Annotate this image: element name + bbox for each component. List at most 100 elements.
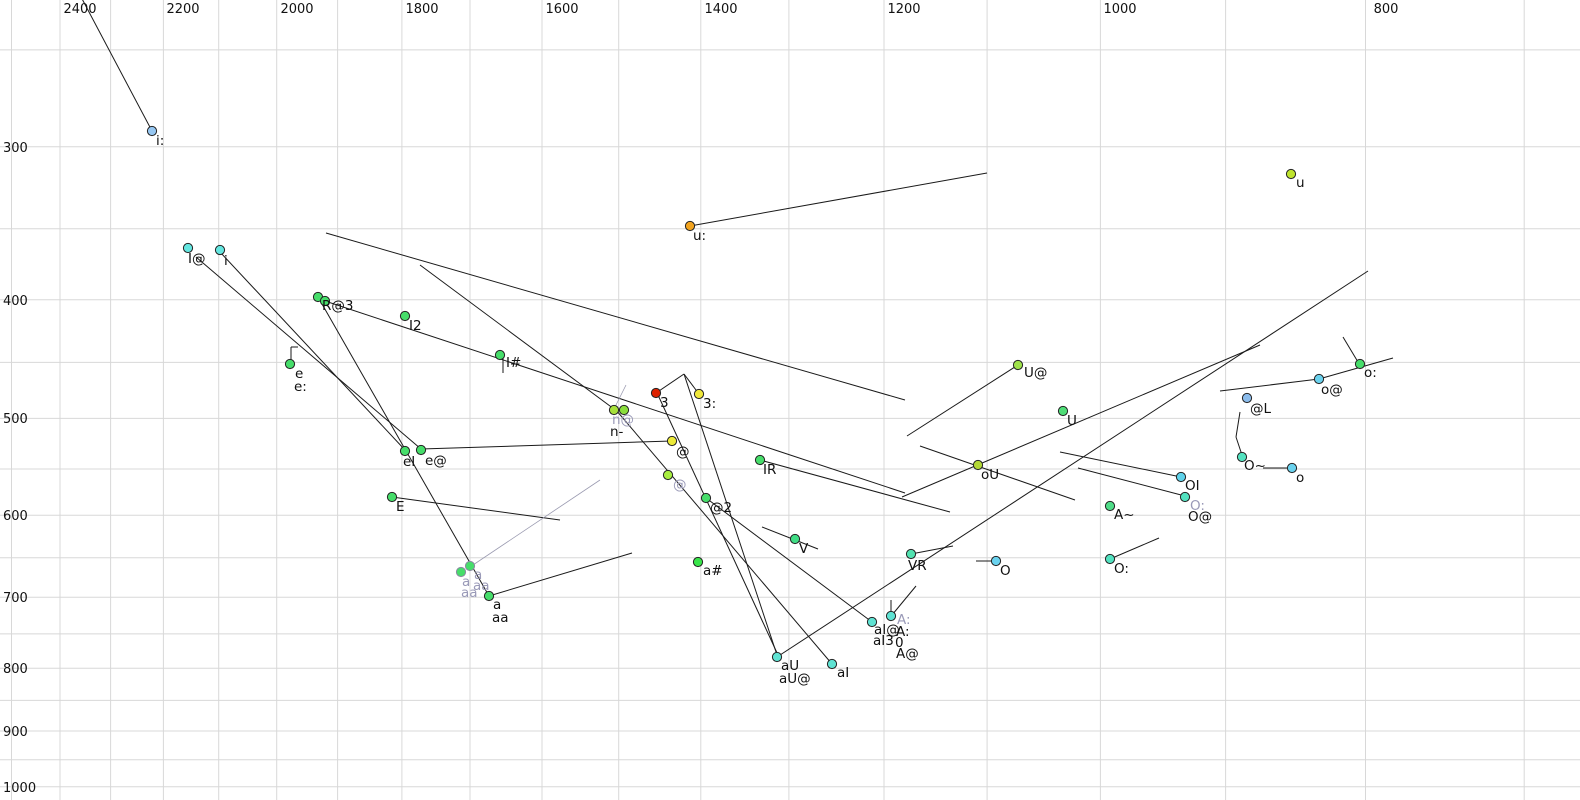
trajectory-line <box>689 172 988 227</box>
x-axis-tick-label: 1400 <box>704 2 737 17</box>
vowel-point-o <box>1286 462 1298 474</box>
vowel-point-E <box>386 491 398 503</box>
trajectory-line <box>324 300 906 494</box>
vowel-point-u: <box>684 220 696 232</box>
trajectory-line <box>82 0 153 132</box>
vowel-label-O: O <box>1000 563 1011 579</box>
trajectory-lines-layer <box>82 0 1394 665</box>
trajectory-line <box>1318 357 1394 380</box>
vowel-point-a <box>483 590 495 602</box>
vowel-label-n@: n- <box>610 424 624 440</box>
trajectory-line <box>910 545 954 555</box>
vowel-point-I2 <box>399 310 411 322</box>
vowel-label-a-faded1: aa <box>461 585 478 601</box>
x-axis-tick-label: 1000 <box>1103 2 1136 17</box>
vowel-point-I@ <box>182 242 194 254</box>
vowel-label-a: aa <box>492 610 509 626</box>
vowel-point-n@ <box>608 404 620 416</box>
x-axis-tick-label: 2400 <box>63 2 96 17</box>
y-axis-tick-label: 500 <box>3 412 28 427</box>
vowel-point-a-faded1 <box>455 566 467 578</box>
vowel-point-eI <box>399 445 411 457</box>
vowel-label-a#: a# <box>703 563 723 579</box>
trajectory-line <box>195 256 422 450</box>
trajectory-line <box>488 552 633 597</box>
vowel-label-IR: IR <box>763 462 776 478</box>
vowel-label-@L: @L <box>1250 401 1272 417</box>
x-axis-tick-label: 1600 <box>545 2 578 17</box>
axis-labels-layer: 2400 2200 2000 1800 1600 1400 1200 1000 800 300 40… <box>3 2 1398 796</box>
trajectory-line <box>1077 467 1186 497</box>
vowel-point-V <box>789 533 801 545</box>
vowel-label-A~: A~ <box>1114 507 1135 523</box>
vowel-label-eI: eI <box>403 454 415 470</box>
vowel-label-e@: e@ <box>425 453 447 469</box>
y-axis-tick-label: 700 <box>3 591 28 606</box>
trajectory-line <box>325 232 906 401</box>
vowel-point-o@ <box>1313 373 1325 385</box>
vowel-label-A:: 0 <box>895 635 904 651</box>
vowel-point-aI@ <box>866 616 878 628</box>
vowel-point-A: <box>885 610 897 622</box>
vowel-label-aI@: aI3 <box>873 633 894 649</box>
vowel-label-O:: O: <box>1114 561 1129 577</box>
trajectory-line <box>776 270 1369 658</box>
vowel-label-U: U <box>1067 413 1077 429</box>
vowel-label-o: o <box>1296 470 1304 486</box>
y-axis-tick-label: 800 <box>3 662 28 677</box>
trajectory-line <box>615 409 833 665</box>
trajectory-line <box>906 364 1019 437</box>
vowel-point-VR <box>905 548 917 560</box>
vowel-label-e: e <box>295 366 303 382</box>
vowel-label-u: u <box>1296 175 1305 191</box>
vowel-label-i:: i: <box>156 133 164 149</box>
vowel-label-a-faded1: a <box>462 574 470 590</box>
vowel-label-u:: u: <box>693 228 706 244</box>
vowel-point-e@ <box>415 444 427 456</box>
vowel-label-aI@: aI@ <box>874 622 900 638</box>
vowel-point-n- <box>618 404 630 416</box>
trajectory-line <box>655 373 685 394</box>
vowel-point-@ <box>666 435 678 447</box>
vowel-label-V: V <box>799 541 809 557</box>
vowel-point-@grey <box>662 469 674 481</box>
vowel-label-I@: I@ <box>188 251 205 267</box>
x-axis-tick-label: 2000 <box>280 2 313 17</box>
vowel-label-a-faded2: a <box>474 567 482 583</box>
vowel-label-n@: n@ <box>612 412 634 428</box>
vowel-point-a-faded2 <box>464 560 476 572</box>
y-axis-tick-label: 400 <box>3 294 28 309</box>
vowel-label-VR: VR <box>908 558 927 574</box>
x-axis-tick-label: 800 <box>1374 2 1399 17</box>
trajectory-line <box>613 384 627 410</box>
vowel-point-I# <box>494 349 506 361</box>
trajectory-line <box>919 445 1076 501</box>
trajectory-line <box>420 440 673 450</box>
x-axis-tick-label: 2200 <box>166 2 199 17</box>
vowel-point-oU <box>972 459 984 471</box>
vowel-label-oU: oU <box>981 467 999 483</box>
vowel-point-R@3b <box>319 295 331 307</box>
vowel-point-e <box>284 358 296 370</box>
trajectory-line <box>891 585 917 616</box>
vowel-label-@2: @2 <box>710 500 732 516</box>
vowel-label-U@: U@ <box>1024 365 1047 381</box>
vowel-point-a# <box>692 556 704 568</box>
vowel-point-O: <box>1104 553 1116 565</box>
trajectory-line <box>705 497 873 623</box>
x-axis-tick-label: 1800 <box>405 2 438 17</box>
x-axis-tick-label: 1200 <box>887 2 920 17</box>
vowel-point-IR <box>754 454 766 466</box>
vowel-label-@: @ <box>676 444 690 460</box>
vowel-label-O@: O@ <box>1188 509 1212 525</box>
vowel-point-@2 <box>700 492 712 504</box>
trajectory-line <box>219 251 406 451</box>
vowel-label-A:: A: <box>896 624 910 640</box>
vowel-point-O~ <box>1236 451 1248 463</box>
vowel-point-3: <box>693 388 705 400</box>
vowel-label-I#: I# <box>506 355 521 371</box>
vowel-label-e: e: <box>294 379 307 395</box>
vowel-label-i: i <box>224 253 228 269</box>
